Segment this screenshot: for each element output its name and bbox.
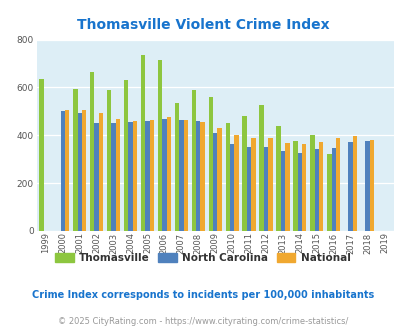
Bar [352,137,356,231]
Bar [174,103,179,231]
Bar [115,118,120,231]
Bar [73,89,77,231]
Bar [208,97,213,231]
Bar [246,147,251,231]
Bar [259,105,263,231]
Bar [251,138,255,231]
Bar [242,116,246,231]
Bar [314,149,318,231]
Bar [318,142,323,231]
Bar [77,113,82,231]
Bar [234,135,238,231]
Bar [111,123,115,231]
Bar [347,143,352,231]
Bar [280,151,284,231]
Bar [309,135,314,231]
Legend: Thomasville, North Carolina, National: Thomasville, North Carolina, National [51,249,354,267]
Bar [132,121,137,231]
Bar [196,121,200,231]
Bar [364,141,369,231]
Bar [191,90,196,231]
Bar [141,55,145,231]
Text: Thomasville Violent Crime Index: Thomasville Violent Crime Index [77,18,328,32]
Bar [60,112,65,231]
Bar [166,117,171,231]
Bar [158,60,162,231]
Bar [217,128,221,231]
Bar [98,113,103,231]
Bar [326,154,331,231]
Bar [94,123,98,231]
Bar [149,120,153,231]
Bar [179,120,183,231]
Bar [39,79,44,231]
Bar [292,141,297,231]
Bar [331,148,335,231]
Bar [297,152,301,231]
Bar [213,133,217,231]
Text: Crime Index corresponds to incidents per 100,000 inhabitants: Crime Index corresponds to incidents per… [32,290,373,300]
Bar [82,110,86,231]
Bar [301,144,306,231]
Bar [263,147,268,231]
Bar [229,144,234,231]
Bar [276,126,280,231]
Bar [124,80,128,231]
Bar [128,122,132,231]
Bar [65,110,69,231]
Bar [145,121,149,231]
Bar [200,122,205,231]
Bar [369,140,373,231]
Bar [225,123,229,231]
Bar [107,90,111,231]
Bar [90,72,94,231]
Bar [183,120,188,231]
Bar [284,143,289,231]
Bar [162,118,166,231]
Bar [335,138,339,231]
Text: © 2025 CityRating.com - https://www.cityrating.com/crime-statistics/: © 2025 CityRating.com - https://www.city… [58,317,347,326]
Bar [268,138,272,231]
